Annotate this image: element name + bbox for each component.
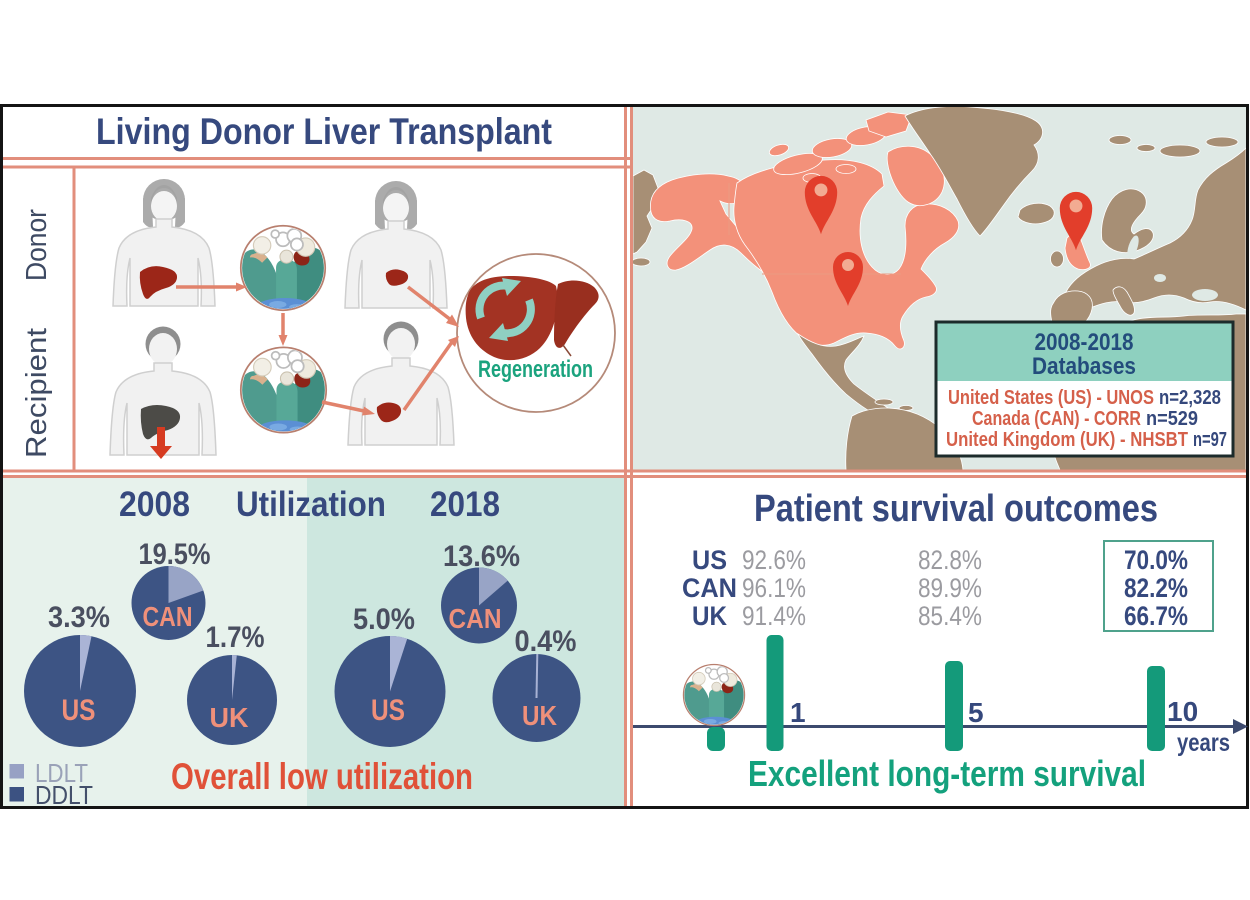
svg-text:66.7%: 66.7% [1124, 601, 1188, 631]
svg-text:United Kingdom (UK) - NHSBT: United Kingdom (UK) - NHSBT [946, 429, 1188, 451]
svg-text:5.0%: 5.0% [353, 603, 415, 636]
svg-text:Excellent long-term survival: Excellent long-term survival [748, 753, 1146, 794]
svg-text:US: US [692, 545, 727, 575]
svg-text:Canada (CAN) - CORR: Canada (CAN) - CORR [972, 408, 1141, 430]
svg-text:13.6%: 13.6% [443, 540, 520, 573]
svg-text:91.4%: 91.4% [742, 601, 806, 631]
svg-text:US: US [62, 694, 96, 727]
svg-text:2018: 2018 [430, 485, 500, 524]
svg-text:70.0%: 70.0% [1124, 545, 1188, 575]
svg-text:n=529: n=529 [1146, 408, 1198, 430]
svg-text:Patient survival outcomes: Patient survival outcomes [754, 488, 1158, 530]
svg-text:92.6%: 92.6% [742, 545, 806, 575]
svg-text:UK: UK [522, 700, 557, 731]
svg-text:years: years [1177, 729, 1230, 757]
svg-text:2008-2018: 2008-2018 [1035, 329, 1134, 356]
svg-text:19.5%: 19.5% [139, 538, 211, 571]
svg-text:UK: UK [210, 702, 249, 733]
svg-text:LDLT: LDLT [35, 758, 88, 788]
svg-text:CAN: CAN [143, 601, 193, 632]
svg-text:n=97: n=97 [1193, 429, 1227, 451]
svg-text:DDLT: DDLT [35, 780, 93, 810]
svg-text:82.2%: 82.2% [1124, 573, 1188, 603]
svg-text:UK: UK [692, 601, 727, 631]
svg-text:5: 5 [968, 697, 984, 728]
svg-text:Donor: Donor [21, 209, 53, 281]
svg-text:1.7%: 1.7% [206, 621, 265, 654]
svg-text:82.8%: 82.8% [918, 545, 982, 575]
svg-text:US: US [371, 694, 405, 727]
svg-text:Overall low utilization: Overall low utilization [171, 756, 473, 797]
svg-text:CAN: CAN [449, 603, 502, 634]
svg-text:3.3%: 3.3% [48, 601, 110, 634]
svg-text:1: 1 [790, 697, 806, 728]
svg-text:Regeneration: Regeneration [478, 356, 593, 383]
svg-text:CAN: CAN [682, 573, 737, 603]
svg-text:2008: 2008 [119, 485, 190, 524]
svg-text:Recipient: Recipient [21, 328, 53, 458]
svg-text:Living Donor Liver Transplant: Living Donor Liver Transplant [96, 111, 552, 152]
svg-text:Databases: Databases [1032, 353, 1136, 380]
svg-text:United States (US) - UNOS: United States (US) - UNOS [948, 387, 1154, 409]
svg-text:0.4%: 0.4% [515, 625, 577, 658]
svg-text:Utilization: Utilization [236, 485, 386, 524]
svg-text:85.4%: 85.4% [918, 601, 982, 631]
svg-text:n=2,328: n=2,328 [1159, 387, 1221, 409]
svg-text:96.1%: 96.1% [742, 573, 806, 603]
svg-text:10: 10 [1167, 696, 1198, 727]
svg-text:89.9%: 89.9% [918, 573, 982, 603]
